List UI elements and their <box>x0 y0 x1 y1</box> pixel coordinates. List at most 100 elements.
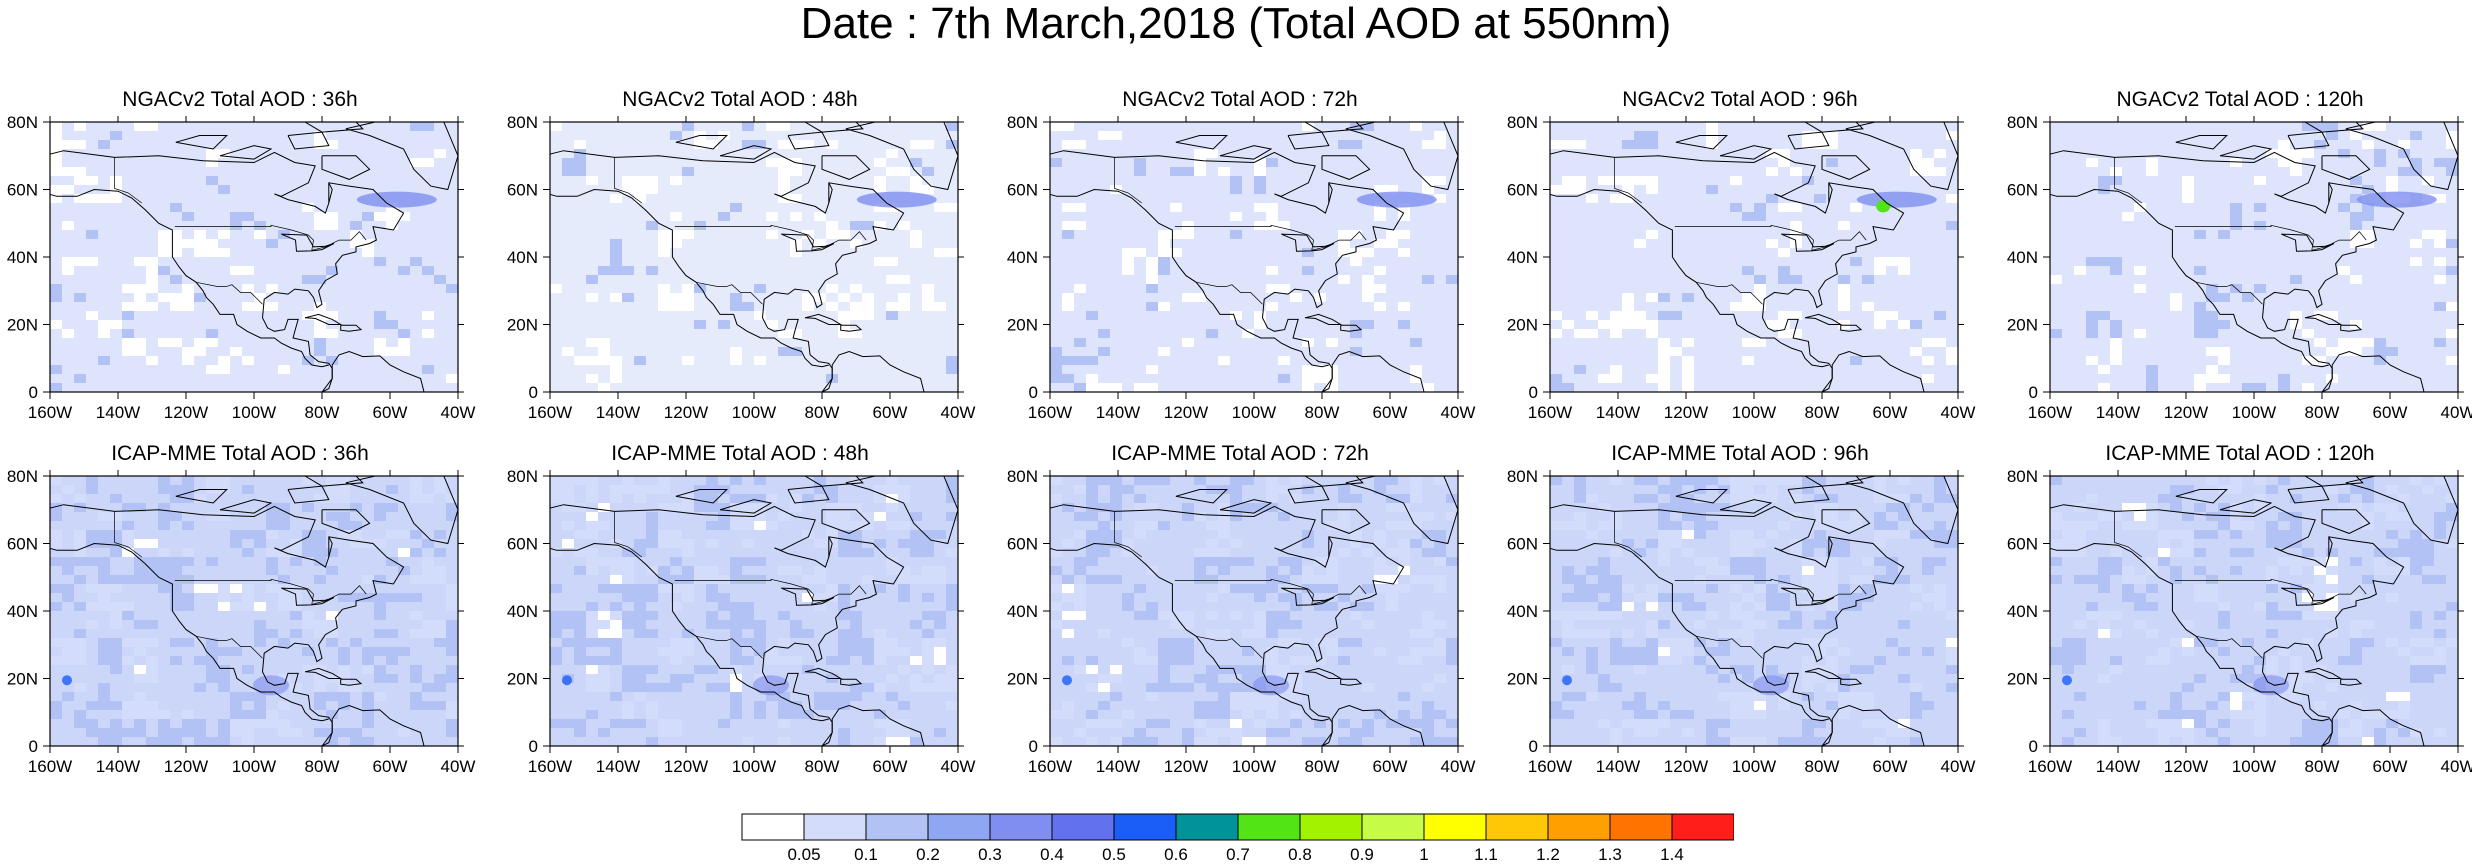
field-cell <box>1254 665 1266 674</box>
field-cell <box>790 167 802 176</box>
x-tick-label: 80W <box>305 403 340 422</box>
field-cell <box>254 602 266 611</box>
field-cell <box>1278 728 1290 737</box>
aod-hotspot-mexico <box>1753 675 1789 696</box>
field-cell <box>1898 530 1910 539</box>
field-cell <box>2338 149 2350 158</box>
field-cell <box>1374 185 1386 194</box>
field-cell <box>110 575 122 584</box>
field-cell <box>1398 584 1410 593</box>
field-cell <box>2170 302 2182 311</box>
field-cell <box>610 374 622 383</box>
field-cell <box>1110 665 1122 674</box>
field-cell <box>946 548 958 557</box>
field-cell <box>1838 548 1850 557</box>
field-cell <box>622 548 634 557</box>
field-cell <box>2422 674 2434 683</box>
field-cell <box>410 575 422 584</box>
field-cell <box>422 122 434 131</box>
field-cell <box>374 347 386 356</box>
field-cell <box>194 584 206 593</box>
field-cell <box>2362 140 2374 149</box>
field-cell <box>254 230 266 239</box>
field-cell <box>2050 575 2062 584</box>
field-cell <box>1194 158 1206 167</box>
field-cell <box>2074 539 2086 548</box>
panel-title: ICAP-MME Total AOD : 48h <box>611 442 869 465</box>
field-cell <box>1622 311 1634 320</box>
island-outline <box>675 489 729 504</box>
field-cell <box>1206 539 1218 548</box>
field-cell <box>386 593 398 602</box>
field-cell <box>826 521 838 530</box>
field-cell <box>1658 503 1670 512</box>
field-cell <box>1574 512 1586 521</box>
field-cell <box>754 512 766 521</box>
field-cell <box>2110 266 2122 275</box>
field-cell <box>1622 302 1634 311</box>
field-cell <box>1182 638 1194 647</box>
field-cell <box>2278 539 2290 548</box>
field-cell <box>134 647 146 656</box>
field-cell <box>110 611 122 620</box>
field-cell <box>2338 338 2350 347</box>
colorbar-label: 0.4 <box>1040 845 1064 862</box>
field-cell <box>2266 611 2278 620</box>
field-cell <box>2326 602 2338 611</box>
field-cell <box>2422 557 2434 566</box>
field-cell <box>1446 638 1458 647</box>
coastline <box>1050 542 1329 722</box>
island-outline <box>1719 145 1773 160</box>
y-tick-label: 20N <box>7 670 38 689</box>
field-cell <box>1134 248 1146 257</box>
field-cell <box>1386 521 1398 530</box>
field-cell <box>146 656 158 665</box>
field-cell <box>254 692 266 701</box>
field-cell <box>1350 611 1362 620</box>
field-cell <box>242 266 254 275</box>
field-cell <box>2278 140 2290 149</box>
field-cell <box>422 311 434 320</box>
field-cell <box>1646 185 1658 194</box>
field-cell <box>206 158 218 167</box>
field-cell <box>386 656 398 665</box>
field-cell <box>170 494 182 503</box>
field-cell <box>1610 365 1622 374</box>
field-cell <box>326 629 338 638</box>
field-cell <box>386 557 398 566</box>
field-cell <box>790 140 802 149</box>
field-cell <box>98 140 110 149</box>
field-cell <box>1646 320 1658 329</box>
field-cell <box>646 221 658 230</box>
field-cell <box>886 566 898 575</box>
field-cell <box>1314 374 1326 383</box>
field-cell <box>350 530 362 539</box>
field-cell <box>886 638 898 647</box>
field-cell <box>2050 647 2062 656</box>
field-cell <box>1386 575 1398 584</box>
island-outline <box>1845 476 1958 545</box>
y-tick-label: 80N <box>2007 113 2038 132</box>
y-tick-label: 60N <box>1007 535 1038 554</box>
field-cell <box>622 476 634 485</box>
field-cell <box>1266 302 1278 311</box>
field-cell <box>2218 620 2230 629</box>
field-cell <box>814 692 826 701</box>
field-cell <box>2374 356 2386 365</box>
field-cell <box>50 158 62 167</box>
field-cell <box>146 701 158 710</box>
field-cell <box>1754 275 1766 284</box>
field-cell <box>2386 593 2398 602</box>
field-cell <box>922 302 934 311</box>
field-cell <box>946 602 958 611</box>
field-cell <box>1158 665 1170 674</box>
field-cell <box>1550 329 1562 338</box>
field-cell <box>1290 602 1302 611</box>
field-cell <box>1814 476 1826 485</box>
field-cell <box>730 521 742 530</box>
field-cell <box>182 239 194 248</box>
field-cell <box>754 140 766 149</box>
field-cell <box>50 512 62 521</box>
field-cell <box>2410 476 2422 485</box>
field-cell <box>1278 665 1290 674</box>
